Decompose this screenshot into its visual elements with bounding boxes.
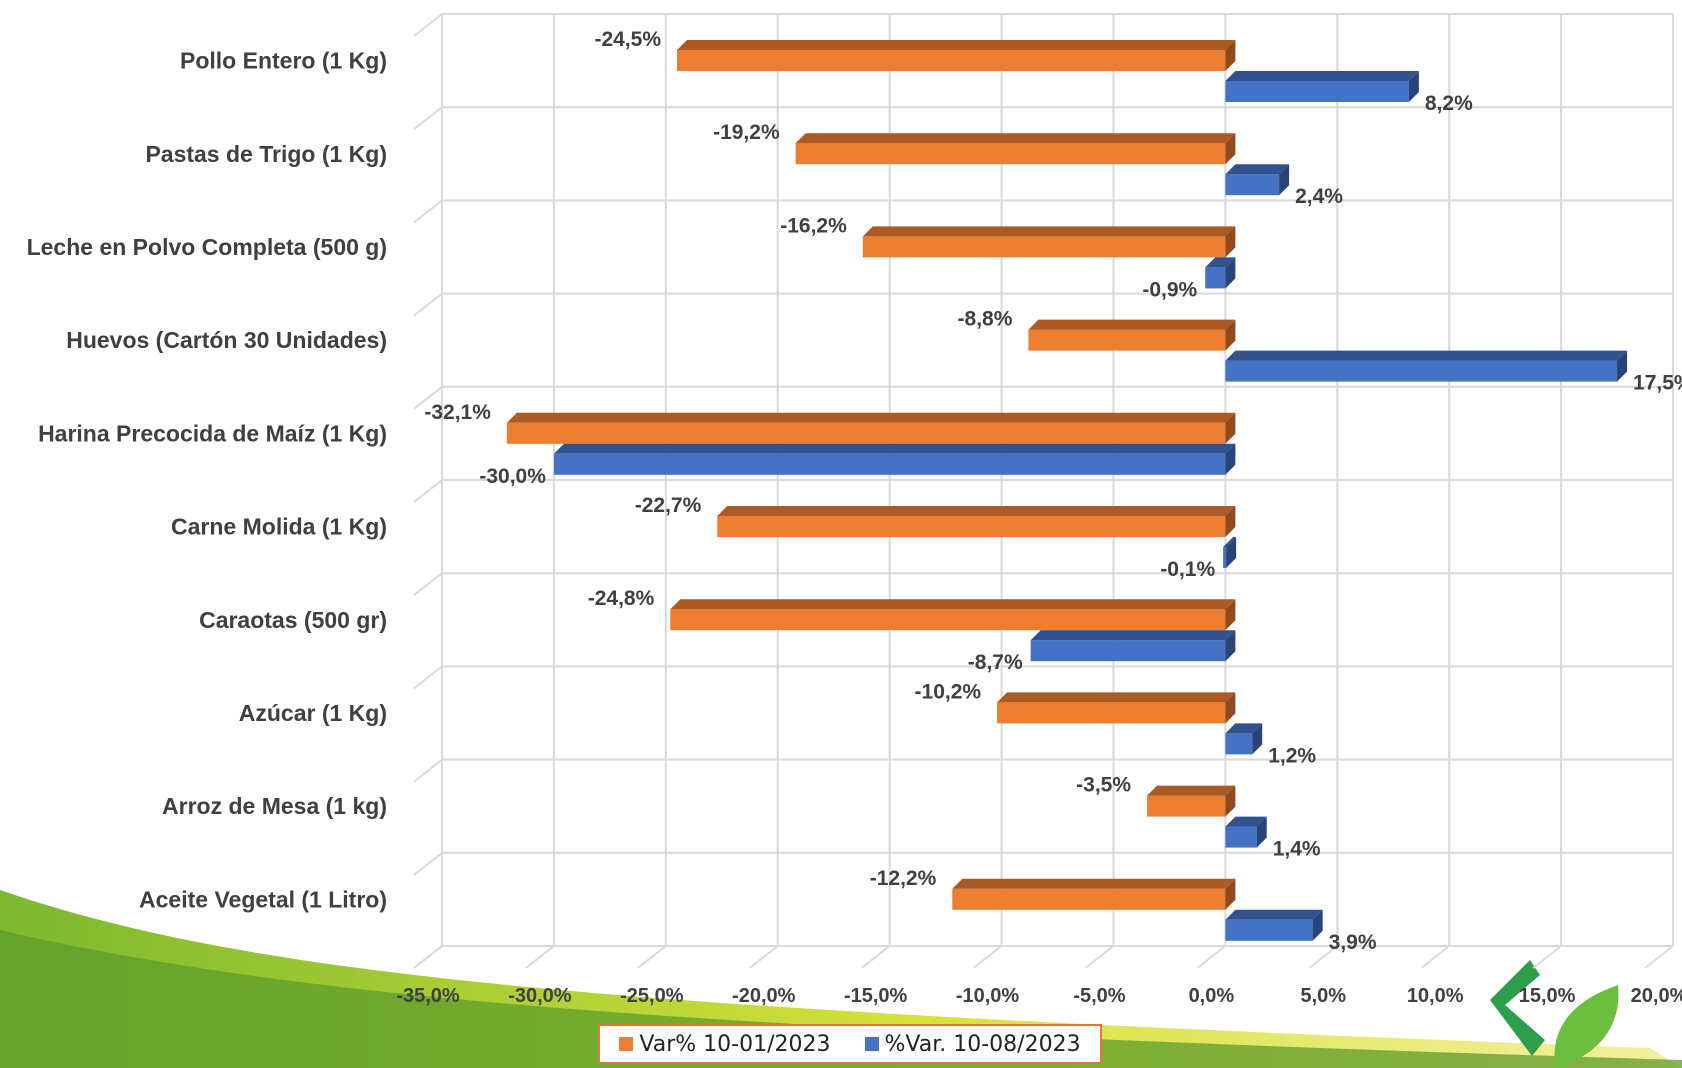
bar-series-2 <box>1225 816 1267 848</box>
floor-gridline <box>1308 945 1338 969</box>
floor-gridline <box>861 945 891 969</box>
data-label: -30,0% <box>479 465 546 488</box>
data-label: 8,2% <box>1425 92 1473 115</box>
data-label: -32,1% <box>424 401 491 424</box>
data-label: -12,2% <box>870 867 937 890</box>
floor-gridline <box>749 945 779 969</box>
data-label: 17,5% <box>1633 372 1682 395</box>
x-tick-label: 10,0% <box>1407 985 1464 1007</box>
depth-gridline <box>413 572 443 596</box>
legend: Var% 10-01/2023 %Var. 10-08/2023 <box>598 1024 1102 1064</box>
legend-swatch-series-1 <box>619 1037 634 1051</box>
data-label: -0,9% <box>1142 278 1197 301</box>
bar-series-1 <box>506 412 1236 444</box>
depth-gridline <box>413 852 443 876</box>
bars <box>506 40 1628 941</box>
depth-gridline <box>413 13 443 37</box>
data-label: -19,2% <box>713 121 780 144</box>
category-label: Caraotas (500 gr) <box>199 607 387 633</box>
bar-series-2 <box>1225 350 1628 382</box>
x-tick-label: -25,0% <box>620 985 684 1007</box>
legend-swatch-series-2 <box>864 1037 879 1051</box>
data-label: -24,5% <box>594 28 661 51</box>
floor-gridline <box>525 945 555 969</box>
depth-gridline <box>413 106 443 130</box>
x-tick-label: -10,0% <box>956 985 1020 1007</box>
legend-label-series-1: Var% 10-01/2023 <box>639 1031 831 1057</box>
floor-gridline <box>1532 945 1562 969</box>
x-tick-label: 5,0% <box>1300 985 1346 1007</box>
bar-series-1 <box>677 40 1236 71</box>
depth-gridline <box>413 292 443 317</box>
bar-series-1 <box>1147 785 1236 817</box>
data-label: 1,4% <box>1273 838 1321 861</box>
floor-gridline <box>637 945 667 969</box>
floor-gridline <box>1196 945 1226 969</box>
data-labels: -24,5% 8,2% -19,2% 2,4% -16,2% -0,9% -8,8% 17,5… <box>424 28 1682 954</box>
category-label: Leche en Polvo Completa (500 g) <box>27 234 387 260</box>
bar-series-1 <box>997 692 1236 724</box>
bar-series-1 <box>717 506 1236 537</box>
bar-series-2 <box>1030 630 1236 662</box>
data-label: 3,9% <box>1329 931 1377 954</box>
bar-series-2 <box>1205 257 1236 289</box>
x-tick-label: -35,0% <box>396 985 460 1007</box>
data-label: -3,5% <box>1076 774 1131 797</box>
legend-item-series-1: Var% 10-01/2023 <box>619 1031 831 1057</box>
legend-label-series-2: %Var. 10-08/2023 <box>884 1031 1081 1057</box>
bar-series-1 <box>670 599 1236 631</box>
data-label: -0,1% <box>1160 558 1215 581</box>
x-tick-label: 0,0% <box>1189 985 1235 1007</box>
data-label: -8,8% <box>958 308 1013 331</box>
depth-gridline <box>413 665 443 690</box>
category-label: Azúcar (1 Kg) <box>239 700 387 726</box>
legend-item-series-2: %Var. 10-08/2023 <box>864 1031 1081 1057</box>
floor-gridline <box>413 945 443 969</box>
x-tick-label: 20,0% <box>1631 985 1682 1007</box>
category-label: Huevos (Cartón 30 Unidades) <box>66 327 387 353</box>
bar-series-2 <box>1225 909 1323 941</box>
x-tick-label: -15,0% <box>844 985 908 1007</box>
depth-gridline <box>413 199 443 224</box>
x-tick-label: -30,0% <box>508 985 572 1007</box>
data-label: -24,8% <box>588 587 655 610</box>
x-tick-label: -20,0% <box>732 985 796 1007</box>
bar-series-1 <box>952 878 1236 910</box>
depth-gridline <box>413 758 443 783</box>
bar-series-2 <box>1225 723 1263 755</box>
depth-gridline <box>413 479 443 503</box>
category-label: Pastas de Trigo (1 Kg) <box>145 141 387 167</box>
data-label: -16,2% <box>780 214 847 237</box>
floor-gridline <box>1420 945 1450 969</box>
bar-series-2 <box>1225 164 1290 196</box>
swoosh-icon <box>0 890 1682 1068</box>
floor-gridline <box>1084 945 1115 969</box>
bar-series-1 <box>1028 319 1236 351</box>
bar-series-1 <box>795 133 1236 165</box>
data-label: 1,2% <box>1268 744 1316 767</box>
category-labels: Pollo Entero (1 Kg) Pastas de Trigo (1 Kg… <box>27 48 387 913</box>
category-label: Arroz de Mesa (1 kg) <box>162 793 387 819</box>
x-tick-label: -5,0% <box>1073 985 1125 1007</box>
bar-series-1 <box>862 226 1236 258</box>
depth-gridline <box>413 386 443 410</box>
logo-icon <box>1490 960 1619 1068</box>
category-label: Aceite Vegetal (1 Litro) <box>139 886 387 912</box>
floor-gridline <box>972 945 1003 969</box>
bar-series-2 <box>553 443 1236 475</box>
data-label: -10,2% <box>915 680 982 703</box>
data-label: -22,7% <box>635 494 702 517</box>
data-label: 2,4% <box>1295 185 1343 208</box>
data-label: -8,7% <box>968 651 1023 674</box>
category-label: Pollo Entero (1 Kg) <box>180 48 387 74</box>
category-label: Carne Molida (1 Kg) <box>171 514 387 540</box>
category-label: Harina Precocida de Maíz (1 Kg) <box>38 420 387 446</box>
x-axis-ticks: -35,0% -30,0% -25,0% -20,0% -15,0% -10,0% -5,0… <box>396 985 1682 1007</box>
x-tick-label: 15,0% <box>1519 985 1576 1007</box>
floor-gridline <box>1644 945 1674 969</box>
bar-series-2 <box>1223 537 1237 568</box>
bar-series-2 <box>1225 71 1419 102</box>
